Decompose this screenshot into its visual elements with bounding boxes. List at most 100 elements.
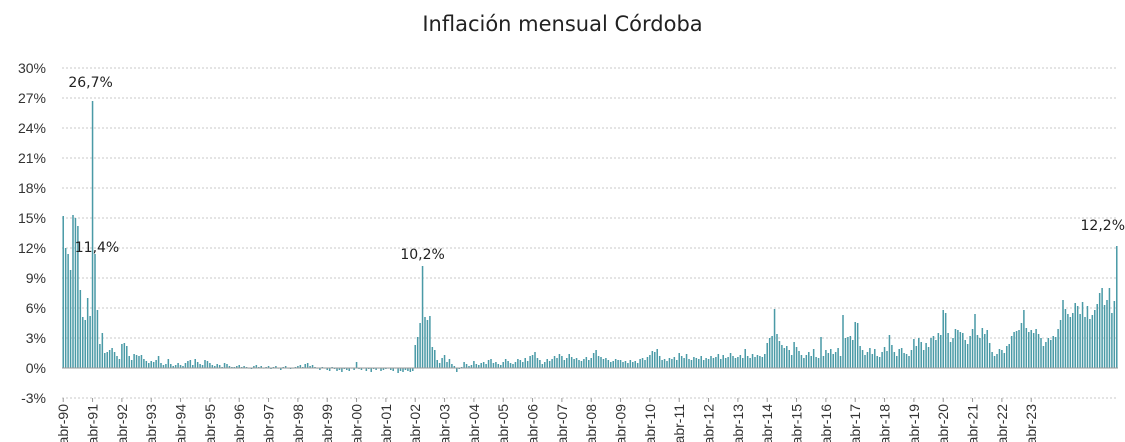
- bar: [138, 356, 140, 368]
- bar: [160, 363, 162, 368]
- bar: [165, 364, 167, 368]
- bar: [1020, 323, 1023, 368]
- bar: [795, 347, 798, 368]
- bar: [121, 344, 123, 368]
- bar: [365, 368, 368, 371]
- bar: [580, 361, 583, 368]
- bar: [1037, 334, 1040, 368]
- bar: [610, 362, 612, 368]
- bar: [830, 349, 832, 368]
- y-tick-label: 12%: [18, 240, 46, 256]
- bar: [82, 317, 84, 368]
- bar: [463, 362, 465, 368]
- bar: [526, 361, 529, 368]
- bar: [583, 359, 585, 368]
- bar: [854, 322, 856, 368]
- bar: [1008, 344, 1010, 368]
- bar: [529, 356, 531, 368]
- bar: [1028, 332, 1030, 368]
- bar: [1094, 310, 1096, 368]
- x-tick-label: abr-96: [231, 404, 247, 442]
- bar: [693, 357, 695, 368]
- bar: [184, 363, 187, 368]
- bar: [993, 356, 996, 368]
- bar: [551, 359, 553, 368]
- bar: [556, 358, 558, 368]
- bar: [998, 349, 1001, 368]
- bar: [920, 342, 922, 368]
- bar: [150, 361, 152, 368]
- bar: [475, 364, 478, 368]
- bar: [541, 364, 544, 368]
- bar: [143, 359, 145, 368]
- x-tick-label: abr-09: [613, 404, 629, 442]
- bar: [236, 366, 238, 368]
- y-tick-label: -3%: [21, 390, 46, 406]
- bar: [935, 340, 937, 368]
- bar: [558, 354, 561, 368]
- bar: [126, 346, 128, 368]
- bar: [311, 365, 314, 368]
- bar: [370, 368, 372, 372]
- bar: [116, 356, 118, 368]
- bar: [563, 360, 566, 368]
- bar: [837, 348, 839, 368]
- bar: [453, 366, 456, 368]
- bar: [62, 216, 64, 368]
- y-tick-label: 30%: [18, 60, 46, 76]
- bar: [152, 362, 155, 368]
- bar: [375, 368, 377, 370]
- bar: [803, 358, 805, 368]
- bar: [275, 366, 277, 368]
- bar: [416, 337, 419, 368]
- bar: [299, 365, 302, 368]
- bar: [918, 338, 920, 368]
- bar: [671, 359, 673, 368]
- bar: [456, 368, 458, 372]
- bar: [595, 350, 597, 368]
- bar: [113, 352, 116, 368]
- bar: [280, 368, 282, 370]
- bar: [881, 352, 883, 368]
- bar: [84, 320, 86, 368]
- bar: [588, 360, 590, 368]
- bar: [944, 313, 947, 368]
- bar: [130, 360, 133, 368]
- bar: [267, 366, 270, 368]
- bar: [852, 340, 854, 368]
- bar: [1023, 310, 1025, 368]
- x-tick-label: abr-21: [965, 404, 981, 442]
- bar: [952, 338, 954, 368]
- bar: [64, 248, 67, 368]
- bar: [827, 353, 830, 368]
- bar: [922, 350, 925, 368]
- bar: [668, 358, 671, 368]
- bar: [348, 368, 350, 371]
- bar: [981, 328, 984, 368]
- bar: [336, 368, 338, 371]
- bar: [111, 348, 113, 368]
- x-tick-label: abr-12: [701, 404, 717, 442]
- bar: [700, 356, 702, 368]
- bar: [431, 347, 434, 368]
- bar: [727, 357, 729, 368]
- bar: [536, 358, 539, 368]
- bar: [223, 363, 226, 368]
- bar: [1064, 309, 1067, 368]
- bar: [680, 356, 683, 368]
- bar: [724, 358, 727, 368]
- bar: [104, 353, 106, 368]
- x-tick-label: abr-90: [55, 404, 71, 442]
- bar: [673, 357, 676, 368]
- x-tick-label: abr-06: [525, 404, 541, 442]
- bar: [199, 364, 201, 368]
- bar: [656, 349, 658, 368]
- bar: [74, 218, 77, 368]
- bar: [634, 361, 636, 368]
- bar: [1096, 304, 1098, 368]
- bar: [614, 359, 617, 368]
- bar: [194, 359, 196, 368]
- bar: [243, 366, 245, 368]
- bar: [539, 360, 541, 368]
- bar: [683, 358, 685, 368]
